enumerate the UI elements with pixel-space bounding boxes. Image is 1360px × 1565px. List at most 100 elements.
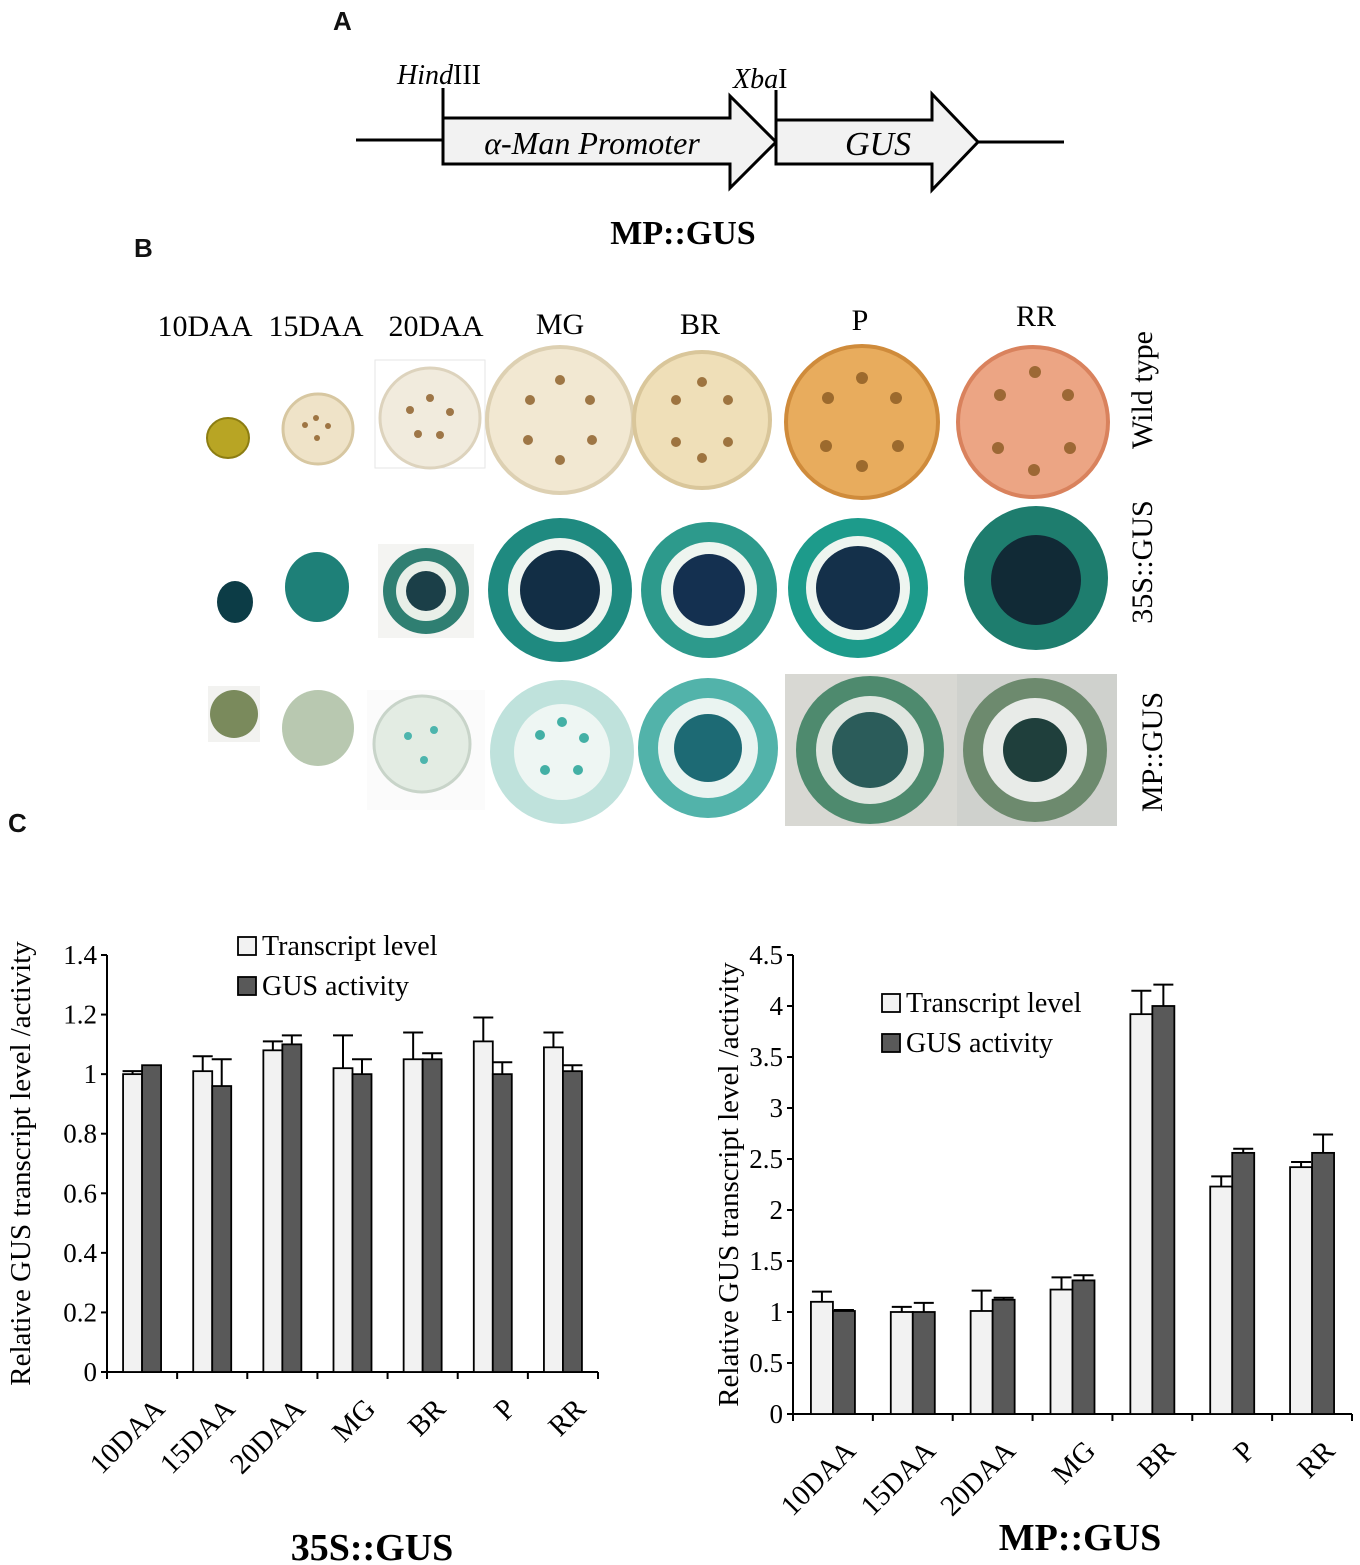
legend-swatch	[881, 993, 901, 1013]
x-category-label: BR	[1132, 1434, 1182, 1484]
x-category-label: 10DAA	[84, 1393, 172, 1481]
bar	[332, 1067, 354, 1373]
bar	[281, 1043, 303, 1373]
fruit-35s-15daa	[285, 552, 349, 622]
panel-letter-b: B	[134, 233, 153, 263]
y-tick-label: 0.5	[749, 1348, 783, 1378]
stage-label-br: BR	[680, 308, 720, 341]
y-tick-label: 1	[84, 1059, 98, 1089]
stage-label-20daa: 20DAA	[389, 310, 484, 343]
bar	[969, 1310, 994, 1415]
y-tick-label: 0.4	[63, 1238, 97, 1268]
xbai-site-label: XbaI	[732, 64, 787, 95]
y-tick-label: 3.5	[749, 1042, 783, 1072]
bar	[889, 1311, 914, 1415]
x-category-label: 20DAA	[224, 1393, 312, 1481]
bar	[402, 1058, 424, 1373]
fruit-wt-br	[632, 350, 772, 490]
y-axis-label: Relative GUS transcript level /activity	[713, 962, 745, 1407]
bar	[543, 1046, 564, 1373]
y-tick-label: 1.5	[749, 1246, 783, 1276]
stage-label-p: P	[852, 304, 869, 337]
y-tick-label: 0.2	[63, 1297, 97, 1327]
bar	[192, 1070, 214, 1373]
y-tick-label: 0	[84, 1357, 98, 1387]
fruit-mp-15daa	[282, 690, 354, 766]
y-tick-label: 3	[770, 1093, 784, 1123]
x-category-label: P	[488, 1393, 522, 1427]
stage-label-mg: MG	[536, 308, 584, 341]
fruit-wt-20daa	[378, 366, 482, 470]
y-tick-label: 4	[770, 991, 784, 1021]
bar	[472, 1040, 494, 1373]
y-tick-label: 2.5	[749, 1144, 783, 1174]
fruit-mp-20daa	[372, 694, 472, 794]
x-category-label: RR	[542, 1392, 592, 1442]
x-category-label: 15DAA	[855, 1435, 943, 1523]
y-axis-label: Relative GUS transcript level /activity	[5, 941, 37, 1386]
legend-swatch	[881, 1033, 901, 1053]
x-category-label: MG	[326, 1393, 382, 1449]
bar	[810, 1300, 834, 1415]
bar	[1209, 1185, 1234, 1415]
stage-label-rr: RR	[1016, 300, 1056, 333]
bar	[421, 1058, 443, 1373]
bar	[122, 1073, 143, 1373]
x-category-label: MG	[1046, 1435, 1102, 1491]
bar	[491, 1073, 513, 1373]
chart-title: 35S::GUS	[291, 1527, 454, 1565]
row-label-wild-type: Wild type	[1126, 331, 1159, 449]
legend-label: GUS activity	[906, 1028, 1053, 1059]
bar	[991, 1298, 1016, 1415]
legend-swatch	[237, 936, 257, 956]
bar	[1289, 1166, 1313, 1415]
bar	[351, 1073, 373, 1373]
y-tick-label: 4.5	[749, 940, 783, 970]
stage-label-15daa: 15DAA	[269, 310, 364, 343]
fruit-wt-rr	[956, 345, 1110, 499]
bar	[1231, 1151, 1256, 1415]
y-tick-label: 0.6	[63, 1178, 97, 1208]
y-tick-label: 2	[770, 1195, 784, 1225]
y-tick-label: 1.2	[63, 1000, 97, 1030]
panel-letter-c: C	[8, 808, 27, 838]
y-tick-label: 0.8	[63, 1119, 97, 1149]
fruit-wt-15daa	[281, 392, 355, 466]
x-category-label: BR	[402, 1392, 452, 1442]
legend-label: Transcript level	[906, 988, 1082, 1019]
row-label-35s-gus: 35S::GUS	[1126, 500, 1159, 623]
reporter-label: GUS	[845, 126, 911, 163]
bar	[141, 1064, 162, 1373]
x-category-label: RR	[1291, 1434, 1341, 1484]
fruit-row-wild-type	[206, 344, 1110, 500]
construct-caption: MP::GUS	[610, 215, 755, 252]
bar	[1311, 1151, 1335, 1415]
x-category-label: 20DAA	[934, 1435, 1022, 1523]
bar	[832, 1310, 856, 1415]
row-label-mp-gus: MP::GUS	[1136, 692, 1169, 812]
bar	[1049, 1288, 1074, 1415]
panel-letter-a: A	[333, 6, 352, 36]
fruit-35s-10daa	[217, 581, 253, 623]
bar	[1071, 1279, 1096, 1415]
construct-diagram: HindIII XbaI α-Man Promoter GUS MP::GUS	[356, 60, 1064, 252]
fruit-panel: 10DAA 15DAA 20DAA MG BR P RR	[0, 260, 1360, 830]
fruit-wt-10daa	[206, 417, 250, 459]
y-tick-label: 1	[770, 1297, 784, 1327]
x-category-label: 10DAA	[775, 1435, 863, 1523]
legend-swatch	[237, 976, 257, 996]
bar	[1151, 1005, 1176, 1415]
fruit-row-35s-gus	[217, 506, 1108, 662]
promoter-label: α-Man Promoter	[484, 125, 700, 161]
legend-label: Transcript level	[262, 931, 438, 962]
fruit-mp-10daa	[210, 690, 258, 738]
chart-title: MP::GUS	[999, 1517, 1162, 1559]
stage-label-10daa: 10DAA	[158, 310, 253, 343]
x-category-label: P	[1228, 1435, 1262, 1469]
promoter-arrow	[441, 92, 779, 192]
y-tick-label: 0	[770, 1399, 784, 1429]
y-tick-label: 1.4	[63, 940, 97, 970]
bar	[262, 1049, 284, 1373]
fruit-wt-p	[784, 344, 940, 500]
